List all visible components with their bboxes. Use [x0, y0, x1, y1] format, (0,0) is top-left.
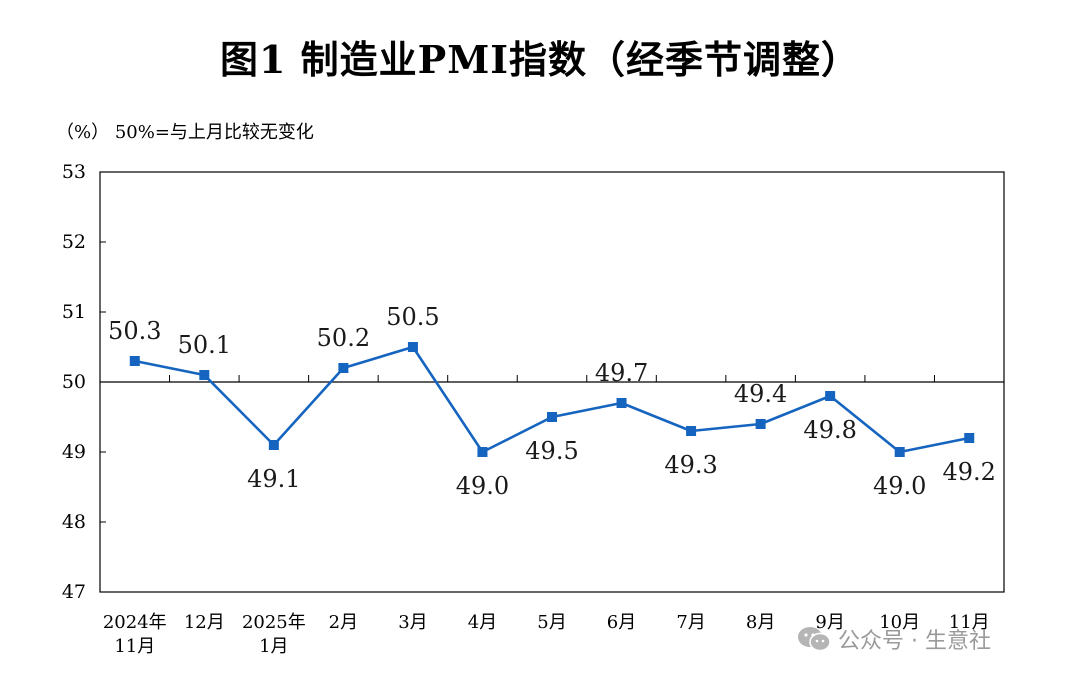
data-label: 49.0	[456, 472, 509, 500]
watermark: 公众号 · 生意社	[796, 622, 991, 656]
data-point	[547, 412, 557, 422]
x-tick-label: 10月	[879, 612, 920, 633]
x-tick-label: 2025年	[242, 612, 306, 633]
x-tick-label: 1月	[259, 636, 288, 657]
data-label: 49.7	[595, 359, 648, 387]
y-tick-label: 50	[62, 371, 86, 393]
data-label: 50.5	[386, 303, 439, 331]
x-tick-label: 3月	[398, 612, 427, 633]
data-point	[825, 391, 836, 401]
data-point	[129, 356, 140, 366]
data-label: 49.5	[525, 437, 578, 465]
data-label: 49.4	[734, 380, 787, 408]
unit-note: （%） 50%=与上月比较无变化	[56, 122, 314, 143]
x-tick-label: 5月	[537, 612, 566, 633]
data-label: 49.2	[943, 458, 996, 486]
data-label: 50.1	[178, 331, 231, 359]
chart-title: 图1 制造业PMI指数（经季节调整）	[219, 37, 861, 82]
data-point	[616, 398, 627, 408]
data-label: 49.8	[803, 416, 856, 444]
y-tick-label: 53	[62, 161, 86, 183]
y-tick-label: 52	[62, 231, 86, 253]
data-point	[755, 419, 766, 429]
data-point	[894, 447, 905, 457]
data-label: 49.3	[664, 451, 717, 479]
y-tick-label: 47	[62, 581, 86, 603]
x-tick-label: 7月	[676, 612, 705, 633]
wechat-icon	[798, 627, 831, 652]
x-tick-label: 8月	[746, 612, 775, 633]
watermark-text: 公众号 · 生意社	[838, 629, 991, 654]
x-tick-label: 4月	[468, 612, 497, 633]
data-point	[338, 363, 349, 373]
data-point	[686, 426, 697, 436]
x-tick-label: 6月	[607, 612, 636, 633]
y-tick-label: 51	[62, 301, 86, 323]
y-tick-label: 48	[62, 511, 86, 533]
x-tick-label: 11月	[949, 612, 990, 633]
data-label: 49.0	[873, 472, 926, 500]
data-point	[268, 440, 279, 450]
x-tick-label: 11月	[114, 636, 155, 657]
data-point	[199, 370, 210, 380]
x-tick-label: 2月	[329, 612, 358, 633]
data-point	[407, 342, 418, 352]
data-point	[964, 433, 975, 443]
x-tick-label: 2024年	[103, 612, 167, 633]
y-tick-label: 49	[62, 441, 86, 463]
data-label: 49.1	[247, 465, 300, 493]
data-label: 50.2	[317, 324, 370, 352]
x-tick-label: 9月	[815, 612, 844, 633]
data-point	[477, 447, 488, 457]
data-label: 50.3	[108, 317, 161, 345]
x-tick-label: 12月	[184, 612, 225, 633]
